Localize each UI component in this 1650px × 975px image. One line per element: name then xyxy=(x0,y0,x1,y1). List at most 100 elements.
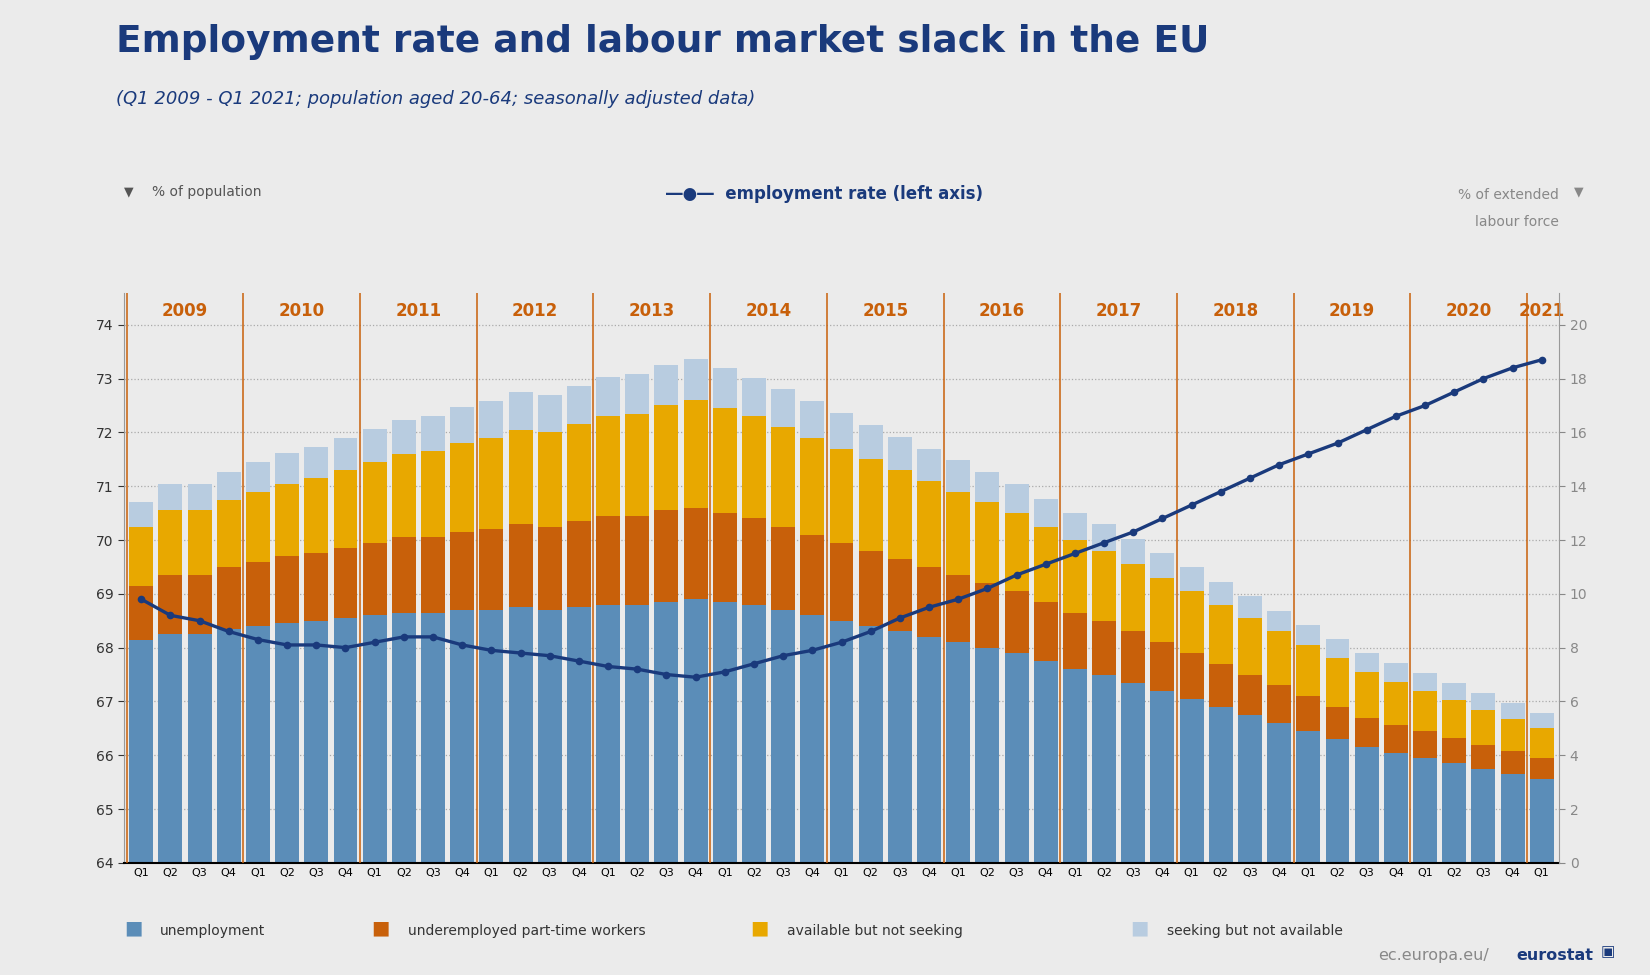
Bar xyxy=(246,462,271,491)
Bar xyxy=(1384,682,1407,724)
Bar xyxy=(625,516,648,604)
Bar xyxy=(568,522,591,607)
Bar xyxy=(276,623,299,863)
Text: 2020: 2020 xyxy=(1445,302,1492,320)
Bar xyxy=(858,459,883,551)
Bar xyxy=(1412,731,1437,758)
Bar xyxy=(276,484,299,556)
Bar xyxy=(975,502,1000,583)
Text: unemployment: unemployment xyxy=(160,924,266,938)
Bar xyxy=(1472,710,1495,745)
Bar xyxy=(1500,720,1525,752)
Bar xyxy=(1500,774,1525,863)
Bar xyxy=(655,406,678,511)
Bar xyxy=(1092,621,1115,675)
Bar xyxy=(1267,632,1290,685)
Bar xyxy=(1500,703,1525,720)
Bar xyxy=(1092,675,1115,863)
Bar xyxy=(1530,713,1554,728)
Text: labour force: labour force xyxy=(1475,214,1559,228)
Bar xyxy=(480,401,503,438)
Bar xyxy=(508,524,533,607)
Bar xyxy=(888,437,912,470)
Bar xyxy=(830,543,853,621)
Bar xyxy=(1180,591,1203,653)
Bar xyxy=(1209,707,1233,863)
Bar xyxy=(1297,696,1320,731)
Bar xyxy=(771,526,795,610)
Bar xyxy=(421,612,446,863)
Bar xyxy=(1092,551,1115,621)
Bar xyxy=(1355,747,1379,863)
Bar xyxy=(421,416,446,451)
Bar xyxy=(538,395,561,432)
Bar xyxy=(304,447,328,478)
Bar xyxy=(1122,682,1145,863)
Bar xyxy=(1122,632,1145,682)
Bar xyxy=(1180,699,1203,863)
Bar xyxy=(129,640,153,863)
Bar xyxy=(1238,596,1262,618)
Bar xyxy=(1035,498,1058,526)
Bar xyxy=(1005,513,1028,591)
Bar xyxy=(276,452,299,484)
Bar xyxy=(713,513,738,602)
Bar xyxy=(333,618,358,863)
Bar xyxy=(538,526,561,610)
Bar xyxy=(1122,539,1145,565)
Text: ▼: ▼ xyxy=(124,185,134,198)
Bar xyxy=(713,369,738,409)
Bar xyxy=(129,526,153,586)
Bar xyxy=(333,470,358,548)
Bar xyxy=(508,430,533,524)
Bar xyxy=(1122,565,1145,632)
Bar xyxy=(1063,540,1087,612)
Bar xyxy=(742,416,766,519)
Bar xyxy=(1325,639,1350,658)
Bar xyxy=(625,413,648,516)
Bar xyxy=(917,481,940,566)
Bar xyxy=(1150,643,1175,690)
Bar xyxy=(1209,604,1233,664)
Bar xyxy=(129,586,153,640)
Bar xyxy=(596,516,620,604)
Bar xyxy=(1500,752,1525,774)
Bar xyxy=(393,537,416,612)
Bar xyxy=(1063,612,1087,669)
Text: % of extended: % of extended xyxy=(1459,188,1559,202)
Bar xyxy=(304,621,328,863)
Text: seeking but not available: seeking but not available xyxy=(1167,924,1343,938)
Bar xyxy=(158,484,183,511)
Text: eurostat: eurostat xyxy=(1516,949,1594,963)
Bar xyxy=(450,610,474,863)
Bar xyxy=(830,621,853,863)
Bar xyxy=(771,610,795,863)
Bar xyxy=(742,604,766,863)
Text: 2013: 2013 xyxy=(629,302,675,320)
Bar xyxy=(480,438,503,529)
Bar xyxy=(1150,577,1175,643)
Bar xyxy=(568,607,591,863)
Bar xyxy=(945,575,970,643)
Bar xyxy=(188,575,211,634)
Bar xyxy=(363,429,386,462)
Bar xyxy=(1442,763,1467,863)
Bar xyxy=(1238,618,1262,675)
Bar xyxy=(1297,731,1320,863)
Bar xyxy=(683,400,708,508)
Text: ■: ■ xyxy=(751,919,769,938)
Bar xyxy=(450,444,474,532)
Bar xyxy=(246,626,271,863)
Bar xyxy=(596,604,620,863)
Bar xyxy=(713,602,738,863)
Bar xyxy=(1005,653,1028,863)
Bar xyxy=(1063,513,1087,540)
Bar xyxy=(158,634,183,863)
Bar xyxy=(333,548,358,618)
Bar xyxy=(975,583,1000,647)
Bar xyxy=(683,359,708,400)
Bar xyxy=(1267,723,1290,863)
Bar xyxy=(538,432,561,526)
Bar xyxy=(1384,753,1407,863)
Bar xyxy=(1063,669,1087,863)
